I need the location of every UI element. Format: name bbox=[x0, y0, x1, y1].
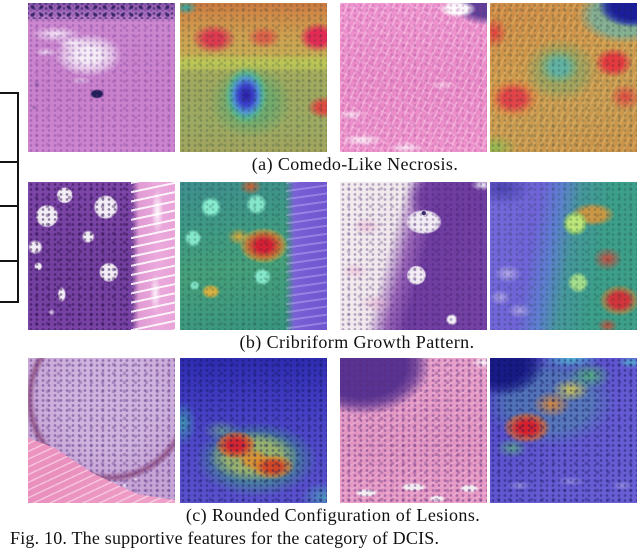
heatmap-c1 bbox=[180, 358, 327, 503]
table-vertical-border bbox=[17, 92, 19, 303]
histology-patch-c2 bbox=[340, 358, 487, 503]
histology-patch-a2 bbox=[340, 3, 487, 152]
histology-patch-a1 bbox=[28, 3, 175, 152]
histology-patch-c1 bbox=[28, 358, 175, 503]
heatmap-b2 bbox=[490, 182, 637, 330]
table-row-border bbox=[0, 301, 19, 303]
table-row-border bbox=[0, 161, 19, 163]
table-row-border bbox=[0, 205, 19, 207]
table-row-border bbox=[0, 260, 19, 262]
heatmap-c2 bbox=[490, 358, 637, 503]
subcaption-c: (c) Rounded Configuration of Lesions. bbox=[185, 505, 481, 525]
subcaption-b: (b) Cribriform Growth Pattern. bbox=[239, 332, 475, 352]
table-row-border bbox=[0, 92, 19, 94]
heatmap-a2 bbox=[490, 3, 637, 152]
histology-patch-b1 bbox=[28, 182, 175, 330]
figure-caption: Fig. 10. The supportive features for the… bbox=[10, 528, 440, 548]
heatmap-b1 bbox=[180, 182, 327, 330]
subcaption-a: (a) Comedo-Like Necrosis. bbox=[251, 154, 459, 174]
histology-patch-b2 bbox=[340, 182, 487, 330]
heatmap-a1 bbox=[180, 3, 327, 152]
